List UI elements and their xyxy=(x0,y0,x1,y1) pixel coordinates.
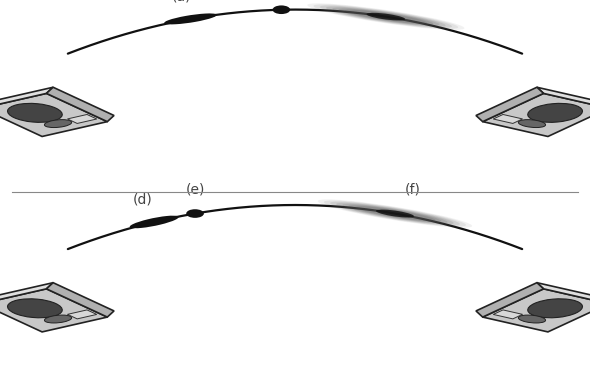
Polygon shape xyxy=(47,283,114,317)
Polygon shape xyxy=(476,87,543,122)
Ellipse shape xyxy=(349,205,441,222)
Polygon shape xyxy=(537,283,590,304)
Ellipse shape xyxy=(345,10,427,24)
Ellipse shape xyxy=(376,210,414,217)
Ellipse shape xyxy=(313,4,458,29)
Ellipse shape xyxy=(330,202,460,226)
Ellipse shape xyxy=(326,7,445,27)
Ellipse shape xyxy=(307,3,464,30)
Ellipse shape xyxy=(332,8,440,26)
Ellipse shape xyxy=(519,315,546,323)
Ellipse shape xyxy=(186,209,204,218)
Ellipse shape xyxy=(527,299,582,318)
Ellipse shape xyxy=(355,206,435,221)
Ellipse shape xyxy=(366,13,405,21)
Polygon shape xyxy=(483,289,590,332)
Polygon shape xyxy=(0,87,53,108)
Ellipse shape xyxy=(273,5,290,14)
Ellipse shape xyxy=(320,5,452,28)
Text: (d): (d) xyxy=(133,193,152,207)
Ellipse shape xyxy=(130,216,179,228)
Polygon shape xyxy=(47,87,114,122)
Polygon shape xyxy=(493,115,523,123)
Text: (f): (f) xyxy=(405,182,421,196)
Ellipse shape xyxy=(324,200,466,226)
Polygon shape xyxy=(0,289,107,332)
Polygon shape xyxy=(483,93,590,137)
Polygon shape xyxy=(493,310,523,319)
Polygon shape xyxy=(476,283,543,317)
Ellipse shape xyxy=(336,203,454,224)
Polygon shape xyxy=(67,310,97,319)
Ellipse shape xyxy=(44,315,71,323)
Ellipse shape xyxy=(8,299,63,318)
Ellipse shape xyxy=(342,204,448,223)
Polygon shape xyxy=(537,87,590,108)
Ellipse shape xyxy=(339,9,433,25)
Polygon shape xyxy=(67,115,97,123)
Text: (e): (e) xyxy=(185,182,205,196)
Polygon shape xyxy=(0,283,53,304)
Ellipse shape xyxy=(164,14,217,24)
Ellipse shape xyxy=(44,120,71,128)
Polygon shape xyxy=(0,93,107,137)
Ellipse shape xyxy=(8,103,63,122)
Ellipse shape xyxy=(527,103,582,122)
Text: (a): (a) xyxy=(172,0,191,3)
Ellipse shape xyxy=(318,199,472,228)
Ellipse shape xyxy=(519,120,546,128)
